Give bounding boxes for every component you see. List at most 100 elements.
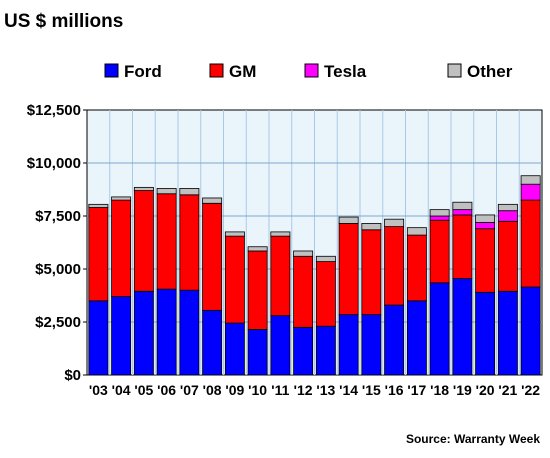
y-axis: $0 $2,500 $5,000 $7,500 $10,000 $12,500 <box>27 102 87 384</box>
chart-title: US $ millions <box>4 11 123 32</box>
bar-ford-15 <box>361 314 382 376</box>
bar-gm-22 <box>520 199 541 288</box>
bar-other-10 <box>247 246 268 252</box>
bars <box>88 175 541 376</box>
bar-ford-06 <box>156 288 177 376</box>
bar-tesla-22 <box>520 183 541 201</box>
bar-ford-20 <box>475 291 496 376</box>
bar-gm-15 <box>361 229 382 315</box>
bar-gm-11 <box>270 235 291 317</box>
bar-ford-19 <box>452 278 473 376</box>
x-tick-label: '07 <box>180 382 199 398</box>
bar-gm-07 <box>179 194 200 291</box>
bar-gm-10 <box>247 250 268 330</box>
x-tick-label: '11 <box>271 382 289 398</box>
y-tick-label: $10,000 <box>27 155 81 172</box>
bar-ford-21 <box>497 290 518 376</box>
bar-tesla-21 <box>497 210 518 222</box>
bar-ford-10 <box>247 329 268 376</box>
x-tick-label: '03 <box>89 382 108 398</box>
bar-gm-13 <box>315 261 336 327</box>
bar-tesla-20 <box>475 221 496 230</box>
bar-ford-11 <box>270 315 291 376</box>
bar-other-06 <box>156 188 177 195</box>
x-tick-label: '21 <box>498 382 517 398</box>
bar-gm-05 <box>133 190 154 292</box>
bar-other-08 <box>202 197 223 204</box>
bar-ford-17 <box>406 300 427 376</box>
bar-ford-03 <box>88 300 109 376</box>
bar-ford-04 <box>111 296 132 376</box>
bar-gm-17 <box>406 234 427 302</box>
bar-gm-08 <box>202 202 223 311</box>
bar-ford-22 <box>520 286 541 376</box>
bar-gm-21 <box>497 220 518 292</box>
bar-other-16 <box>384 218 405 227</box>
bar-ford-12 <box>293 326 314 376</box>
bar-gm-09 <box>224 235 245 324</box>
bar-gm-12 <box>293 255 314 328</box>
legend-label-tesla: Tesla <box>324 62 367 81</box>
bar-gm-19 <box>452 214 473 279</box>
bar-gm-20 <box>475 228 496 293</box>
x-tick-label: '13 <box>316 382 335 398</box>
bar-other-07 <box>179 188 200 196</box>
bar-gm-14 <box>338 223 359 315</box>
bar-ford-13 <box>315 325 336 376</box>
x-tick-label: '17 <box>407 382 426 398</box>
bar-other-18 <box>429 209 450 217</box>
bar-ford-05 <box>133 290 154 376</box>
bar-gm-06 <box>156 193 177 290</box>
bar-other-13 <box>315 255 336 262</box>
x-tick-label: '15 <box>362 382 381 398</box>
x-tick-label: '20 <box>476 382 495 398</box>
y-tick-label: $5,000 <box>35 261 81 278</box>
bar-gm-18 <box>429 219 450 284</box>
y-tick-label: $12,500 <box>27 102 81 119</box>
x-tick-label: '14 <box>339 382 358 398</box>
y-tick-label: $7,500 <box>35 208 81 225</box>
y-tick-label: $2,500 <box>35 314 81 331</box>
x-tick-label: '09 <box>225 382 244 398</box>
bar-other-11 <box>270 231 291 237</box>
bar-other-22 <box>520 175 541 185</box>
bar-other-09 <box>224 231 245 237</box>
x-tick-label: '06 <box>157 382 176 398</box>
legend-swatch-ford <box>104 63 119 78</box>
x-tick-label: '05 <box>134 382 153 398</box>
legend-label-gm: GM <box>229 62 256 81</box>
x-tick-label: '19 <box>453 382 472 398</box>
bar-ford-08 <box>202 309 223 376</box>
bar-ford-18 <box>429 282 450 376</box>
x-tick-label: '16 <box>385 382 404 398</box>
x-tick-label: '18 <box>430 382 449 398</box>
x-tick-label: '08 <box>203 382 222 398</box>
bar-other-14 <box>338 216 359 224</box>
bar-other-03 <box>88 203 109 208</box>
bar-tesla-19 <box>452 209 473 216</box>
x-tick-label: '10 <box>248 382 267 398</box>
bar-other-04 <box>111 196 132 201</box>
bar-gm-03 <box>88 207 109 302</box>
bar-other-20 <box>475 214 496 223</box>
y-tick-label: $0 <box>64 367 81 384</box>
bar-ford-09 <box>224 322 245 376</box>
gridlines <box>87 110 542 375</box>
legend-label-other: Other <box>467 62 513 81</box>
x-axis: '03'04'05'06'07'08'09'10'11'12'13'14'15 '… <box>89 382 540 398</box>
bar-gm-04 <box>111 199 132 297</box>
source-note: Source: Warranty Week <box>406 432 540 446</box>
legend: Ford GM Tesla Other <box>104 62 513 81</box>
bar-other-12 <box>293 250 314 257</box>
x-tick-label: '12 <box>294 382 313 398</box>
legend-label-ford: Ford <box>124 62 162 81</box>
bar-other-17 <box>406 227 427 236</box>
x-tick-label: '22 <box>521 382 540 398</box>
bar-other-21 <box>497 203 518 212</box>
legend-swatch-other <box>447 63 462 78</box>
bar-ford-16 <box>384 304 405 376</box>
legend-swatch-gm <box>209 63 224 78</box>
x-tick-label: '04 <box>112 382 131 398</box>
bar-other-15 <box>361 223 382 231</box>
